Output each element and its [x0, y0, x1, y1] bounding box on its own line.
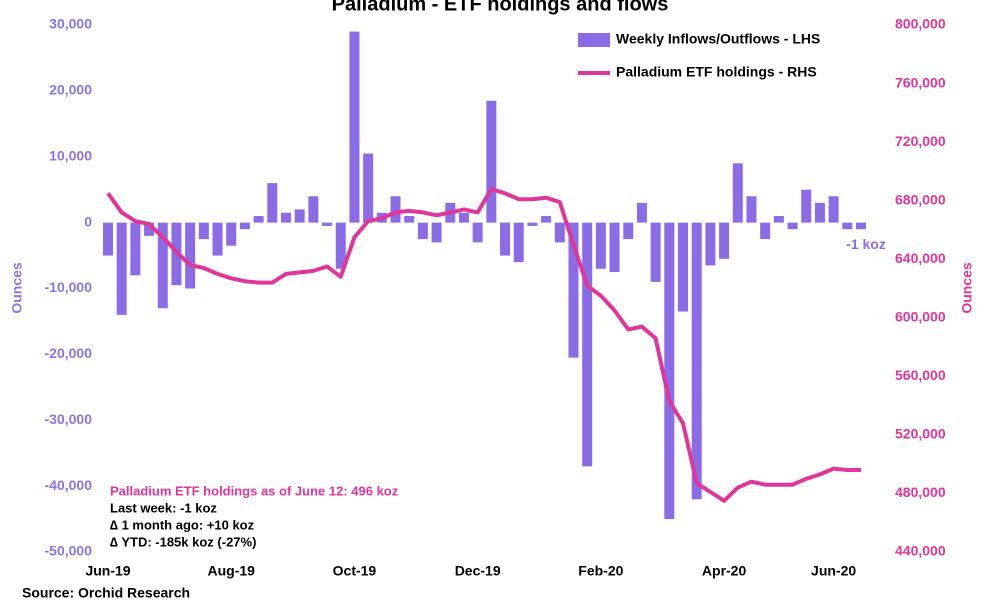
- bar: [746, 196, 757, 223]
- bar: [678, 222, 689, 312]
- y2-tick-label: 520,000: [895, 426, 946, 442]
- y-tick-label: 10,000: [49, 147, 92, 163]
- bar: [787, 222, 798, 230]
- y-tick-label: -30,000: [45, 411, 93, 427]
- bar: [500, 222, 511, 256]
- bar: [363, 153, 374, 223]
- x-tick-label: Jun-19: [85, 563, 130, 579]
- bar: [431, 222, 442, 243]
- bar: [486, 100, 497, 223]
- bar: [664, 222, 675, 520]
- bar: [239, 222, 250, 230]
- bar: [144, 222, 155, 236]
- bar: [719, 222, 730, 259]
- bar: [294, 209, 305, 223]
- bar: [458, 212, 469, 223]
- bar: [582, 222, 593, 467]
- bar: [513, 222, 524, 263]
- bar: [212, 222, 223, 256]
- bar: [280, 212, 291, 223]
- bar: [267, 183, 278, 223]
- y-tick-label: 0: [84, 213, 92, 229]
- annotation: Palladium ETF holdings as of June 12: 49…: [110, 483, 399, 498]
- bar: [691, 222, 702, 500]
- bar: [198, 222, 209, 240]
- bar: [541, 216, 552, 223]
- bar: [760, 222, 771, 240]
- bar: [185, 222, 196, 289]
- y-axis-title: Ounces: [9, 262, 25, 314]
- y-tick-label: -10,000: [45, 279, 93, 295]
- legend-label: Palladium ETF holdings - RHS: [616, 64, 817, 80]
- x-tick-label: Jun-20: [811, 563, 856, 579]
- bar: [814, 202, 825, 223]
- y2-tick-label: 560,000: [895, 367, 946, 383]
- x-tick-label: Aug-19: [207, 563, 255, 579]
- annotation: ∆ YTD: -185k koz (-27%): [110, 534, 256, 549]
- bar: [349, 31, 360, 223]
- bar: [157, 222, 168, 309]
- bar: [335, 222, 346, 269]
- legend-label: Weekly Inflows/Outflows - LHS: [616, 31, 820, 47]
- y-tick-label: -20,000: [45, 345, 93, 361]
- y-tick-label: -50,000: [45, 543, 93, 559]
- bar: [308, 196, 319, 223]
- bar: [322, 222, 333, 226]
- bar: [773, 216, 784, 223]
- bar: [650, 222, 661, 282]
- x-tick-label: Apr-20: [702, 563, 747, 579]
- bar: [554, 222, 565, 243]
- y2-tick-label: 480,000: [895, 484, 946, 500]
- y-tick-label: 20,000: [49, 82, 92, 98]
- y-tick-label: -40,000: [45, 477, 93, 493]
- bar: [705, 222, 716, 266]
- x-tick-label: Oct-19: [333, 563, 377, 579]
- y2-axis-title: Ounces: [959, 262, 975, 314]
- x-tick-label: Dec-19: [455, 563, 501, 579]
- bar: [253, 216, 264, 223]
- bar: [568, 222, 579, 358]
- y2-tick-label: 800,000: [895, 16, 946, 32]
- legend-swatch: [578, 33, 610, 47]
- y2-tick-label: 760,000: [895, 74, 946, 90]
- line: [106, 187, 861, 503]
- bar: [623, 222, 634, 240]
- bar: [732, 163, 743, 223]
- bar: [390, 196, 401, 223]
- x-tick-label: Feb-20: [578, 563, 623, 579]
- bar: [103, 222, 113, 256]
- bar: [130, 222, 141, 276]
- bar: [801, 189, 812, 223]
- bar: [856, 222, 866, 230]
- bar: [417, 222, 428, 240]
- y-tick-label: 30,000: [49, 16, 92, 32]
- annotation: ∆ 1 month ago: +10 koz: [110, 517, 255, 532]
- data-label: -1 koz: [846, 236, 886, 252]
- y2-tick-label: 440,000: [895, 543, 946, 559]
- bar: [842, 222, 853, 230]
- bar: [828, 196, 839, 223]
- bar: [527, 222, 538, 226]
- y2-tick-label: 680,000: [895, 191, 946, 207]
- source: Source: Orchid Research: [22, 585, 190, 600]
- bar: [404, 216, 415, 223]
- y2-tick-label: 720,000: [895, 133, 946, 149]
- bar: [595, 222, 606, 269]
- annotation: Last week: -1 koz: [110, 500, 217, 515]
- bar: [472, 222, 483, 243]
- y2-tick-label: 640,000: [895, 250, 946, 266]
- bar: [116, 222, 127, 315]
- y2-tick-label: 600,000: [895, 308, 946, 324]
- bar: [609, 222, 620, 273]
- bar: [636, 202, 647, 223]
- chart-title: Palladium - ETF holdings and flows: [332, 0, 669, 15]
- bar: [226, 222, 237, 246]
